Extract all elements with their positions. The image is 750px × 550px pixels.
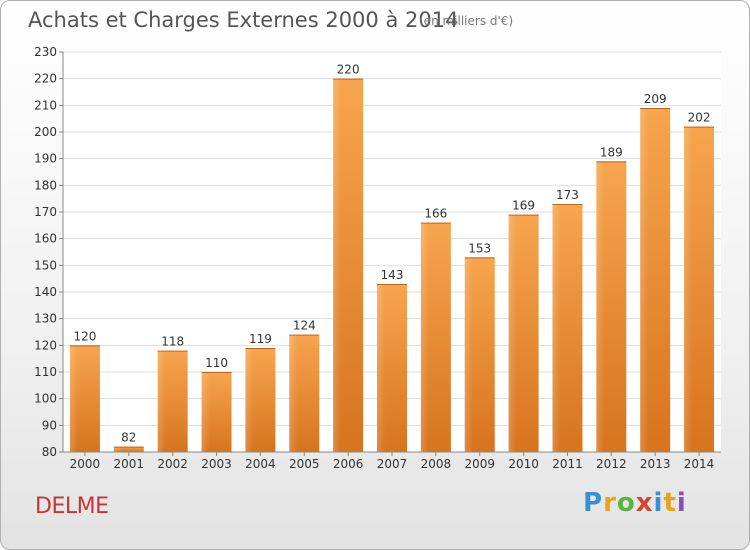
bar-highlight: [640, 108, 649, 452]
bar-highlight: [333, 78, 342, 453]
proxiti-logo[interactable]: Proxiti: [583, 488, 687, 518]
data-label-2010: 169: [512, 199, 535, 213]
y-tick-label: 180: [34, 178, 57, 192]
x-tick-label: 2003: [201, 457, 232, 471]
logo-letter: i: [653, 488, 664, 518]
bar-highlight: [464, 257, 473, 452]
y-tick-label: 160: [34, 232, 57, 246]
x-tick-label: 2000: [70, 457, 101, 471]
bar-highlight: [201, 372, 210, 452]
y-tick-label: 100: [34, 392, 57, 406]
x-tick-label: 2010: [508, 457, 539, 471]
x-tick-label: 2014: [684, 457, 715, 471]
y-tick-label: 220: [34, 72, 57, 86]
logo-letter: t: [663, 488, 677, 518]
data-label-2004: 119: [249, 332, 272, 346]
y-tick-label: 90: [42, 418, 57, 432]
x-tick-label: 2002: [157, 457, 188, 471]
y-tick-label: 120: [34, 338, 57, 352]
bar-highlight: [69, 345, 78, 452]
logo-letter: o: [616, 488, 636, 518]
data-label-2013: 209: [644, 92, 667, 106]
y-tick-label: 210: [34, 98, 57, 112]
bar-highlight: [377, 284, 385, 452]
bar-highlight: [113, 446, 122, 452]
y-tick-label: 190: [34, 152, 57, 166]
x-tick-label: 2008: [421, 457, 452, 471]
bar-highlight: [289, 334, 298, 452]
commune-name: DELME: [35, 494, 109, 519]
data-label-2012: 189: [600, 145, 623, 159]
y-tick-label: 80: [42, 445, 57, 459]
data-label-2007: 143: [381, 268, 404, 282]
data-label-2006: 220: [337, 63, 360, 77]
data-label-2014: 202: [688, 111, 711, 125]
logo-letter: r: [603, 488, 617, 518]
y-tick-label: 140: [34, 285, 57, 299]
bar-highlight: [684, 126, 693, 453]
bar-2001: [113, 446, 144, 452]
x-tick-label: 2001: [114, 457, 145, 471]
x-tick-label: 2009: [464, 457, 495, 471]
x-tick-label: 2007: [377, 457, 408, 471]
x-tick-label: 2013: [640, 457, 671, 471]
logo-letter: P: [583, 488, 604, 518]
bar-highlight: [508, 214, 517, 452]
data-label-2001: 82: [121, 431, 136, 445]
bar-highlight: [157, 350, 166, 452]
x-tick-label: 2006: [333, 457, 364, 471]
data-label-2008: 166: [424, 207, 447, 221]
bar-highlight: [245, 348, 254, 452]
x-tick-label: 2012: [596, 457, 627, 471]
chart-title: Achats et Charges Externes 2000 à 2014: [28, 8, 459, 32]
data-label-2011: 173: [556, 188, 579, 202]
y-tick-label: 170: [34, 205, 57, 219]
data-label-2005: 124: [293, 319, 316, 333]
y-tick-label: 230: [34, 45, 57, 59]
data-label-2009: 153: [468, 241, 491, 255]
logo-letter: x: [635, 488, 654, 518]
y-tick-label: 110: [34, 365, 57, 379]
bar-highlight: [596, 161, 605, 453]
bar-highlight: [420, 222, 429, 452]
x-tick-label: 2005: [289, 457, 320, 471]
y-tick-label: 150: [34, 258, 57, 272]
data-label-2000: 120: [73, 329, 96, 343]
data-label-2003: 110: [205, 356, 228, 370]
data-label-2002: 118: [161, 335, 184, 349]
chart-subtitle: (en milliers d'€): [419, 14, 514, 28]
y-tick-label: 200: [34, 125, 57, 139]
bar-highlight: [552, 204, 561, 452]
y-tick-label: 130: [34, 312, 57, 326]
logo-letter: i: [676, 488, 687, 518]
x-tick-label: 2011: [552, 457, 583, 471]
x-tick-label: 2004: [245, 457, 276, 471]
